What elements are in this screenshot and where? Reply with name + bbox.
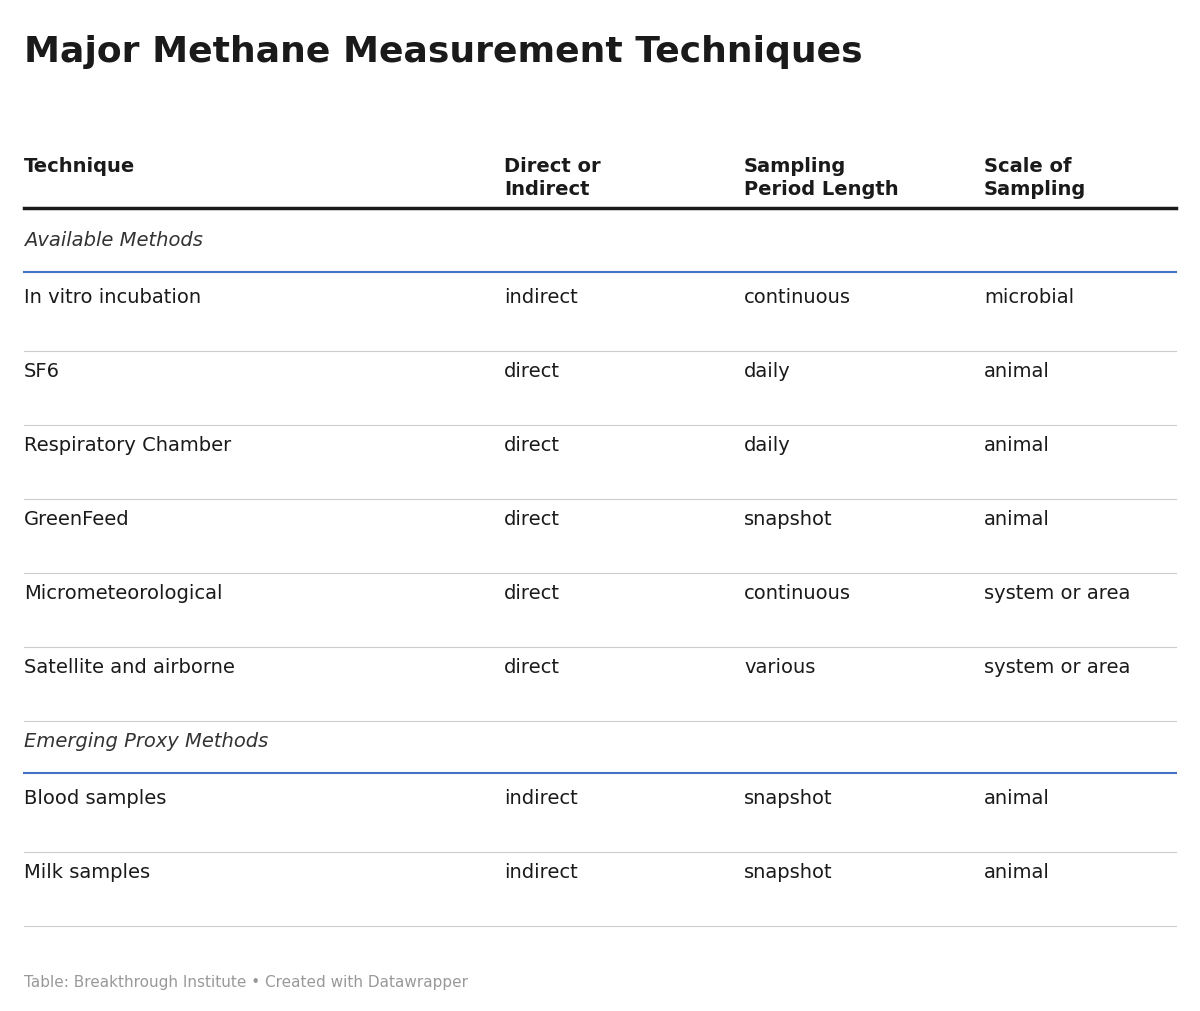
Text: Respiratory Chamber: Respiratory Chamber <box>24 436 232 455</box>
Text: snapshot: snapshot <box>744 789 833 808</box>
Text: animal: animal <box>984 862 1050 882</box>
Text: Available Methods: Available Methods <box>24 231 203 250</box>
Text: Micrometeorological: Micrometeorological <box>24 583 222 603</box>
Text: microbial: microbial <box>984 288 1074 307</box>
Text: animal: animal <box>984 510 1050 529</box>
Text: snapshot: snapshot <box>744 862 833 882</box>
Text: various: various <box>744 657 815 676</box>
Text: Sampling
Period Length: Sampling Period Length <box>744 157 899 199</box>
Text: direct: direct <box>504 583 560 603</box>
Text: Blood samples: Blood samples <box>24 789 167 808</box>
Text: Milk samples: Milk samples <box>24 862 150 882</box>
Text: system or area: system or area <box>984 657 1130 676</box>
Text: Major Methane Measurement Techniques: Major Methane Measurement Techniques <box>24 35 863 70</box>
Text: continuous: continuous <box>744 288 851 307</box>
Text: In vitro incubation: In vitro incubation <box>24 288 202 307</box>
Text: direct: direct <box>504 510 560 529</box>
Text: indirect: indirect <box>504 789 577 808</box>
Text: Satellite and airborne: Satellite and airborne <box>24 657 235 676</box>
Text: indirect: indirect <box>504 862 577 882</box>
Text: direct: direct <box>504 362 560 381</box>
Text: direct: direct <box>504 436 560 455</box>
Text: daily: daily <box>744 436 791 455</box>
Text: SF6: SF6 <box>24 362 60 381</box>
Text: indirect: indirect <box>504 288 577 307</box>
Text: Technique: Technique <box>24 157 136 176</box>
Text: animal: animal <box>984 362 1050 381</box>
Text: direct: direct <box>504 657 560 676</box>
Text: continuous: continuous <box>744 583 851 603</box>
Text: daily: daily <box>744 362 791 381</box>
Text: Table: Breakthrough Institute • Created with Datawrapper: Table: Breakthrough Institute • Created … <box>24 974 468 989</box>
Text: snapshot: snapshot <box>744 510 833 529</box>
Text: GreenFeed: GreenFeed <box>24 510 130 529</box>
Text: Scale of
Sampling: Scale of Sampling <box>984 157 1086 199</box>
Text: Emerging Proxy Methods: Emerging Proxy Methods <box>24 731 269 750</box>
Text: animal: animal <box>984 789 1050 808</box>
Text: animal: animal <box>984 436 1050 455</box>
Text: Direct or
Indirect: Direct or Indirect <box>504 157 601 199</box>
Text: system or area: system or area <box>984 583 1130 603</box>
